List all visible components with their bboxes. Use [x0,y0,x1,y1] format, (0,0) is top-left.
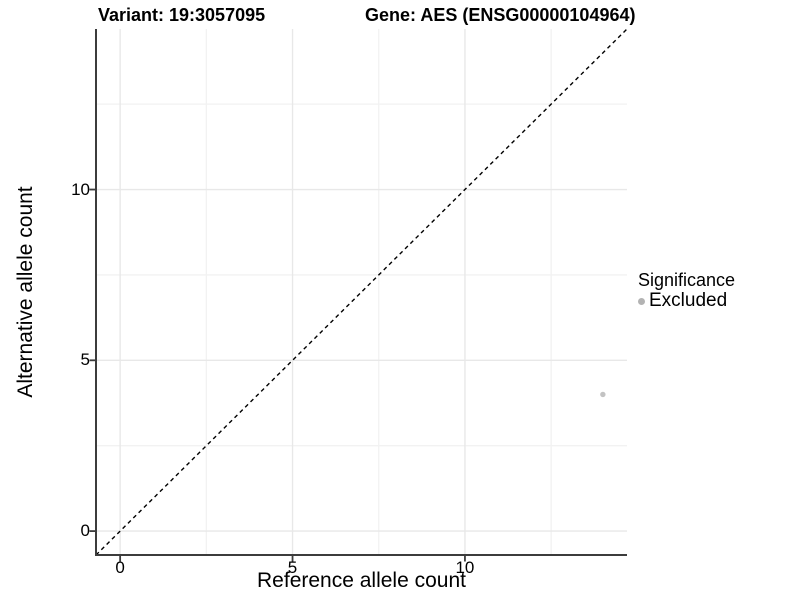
x-tick-label: 0 [115,558,125,577]
y-tick-label: 5 [80,350,90,370]
legend: Significance Excluded [638,270,735,311]
plot-title-gene: Gene: AES (ENSG00000104964) [365,5,636,25]
x-tick-label: 5 [287,558,298,577]
y-tick-label: 0 [80,521,90,541]
identity-line [95,28,628,556]
legend-title: Significance [638,270,736,290]
plot-title-variant: Variant: 19:3057095 [98,5,266,25]
legend-point-icon [638,297,645,305]
y-tick-label: 10 [71,179,90,199]
data-point-excluded [600,391,606,398]
legend-item-excluded: Excluded [638,291,735,311]
x-axis-title: Reference allele count [257,569,466,592]
y-axis-title: Alternative allele count [14,186,37,398]
x-tick-label: 10 [455,558,475,577]
legend-item-label: Excluded [649,290,728,311]
